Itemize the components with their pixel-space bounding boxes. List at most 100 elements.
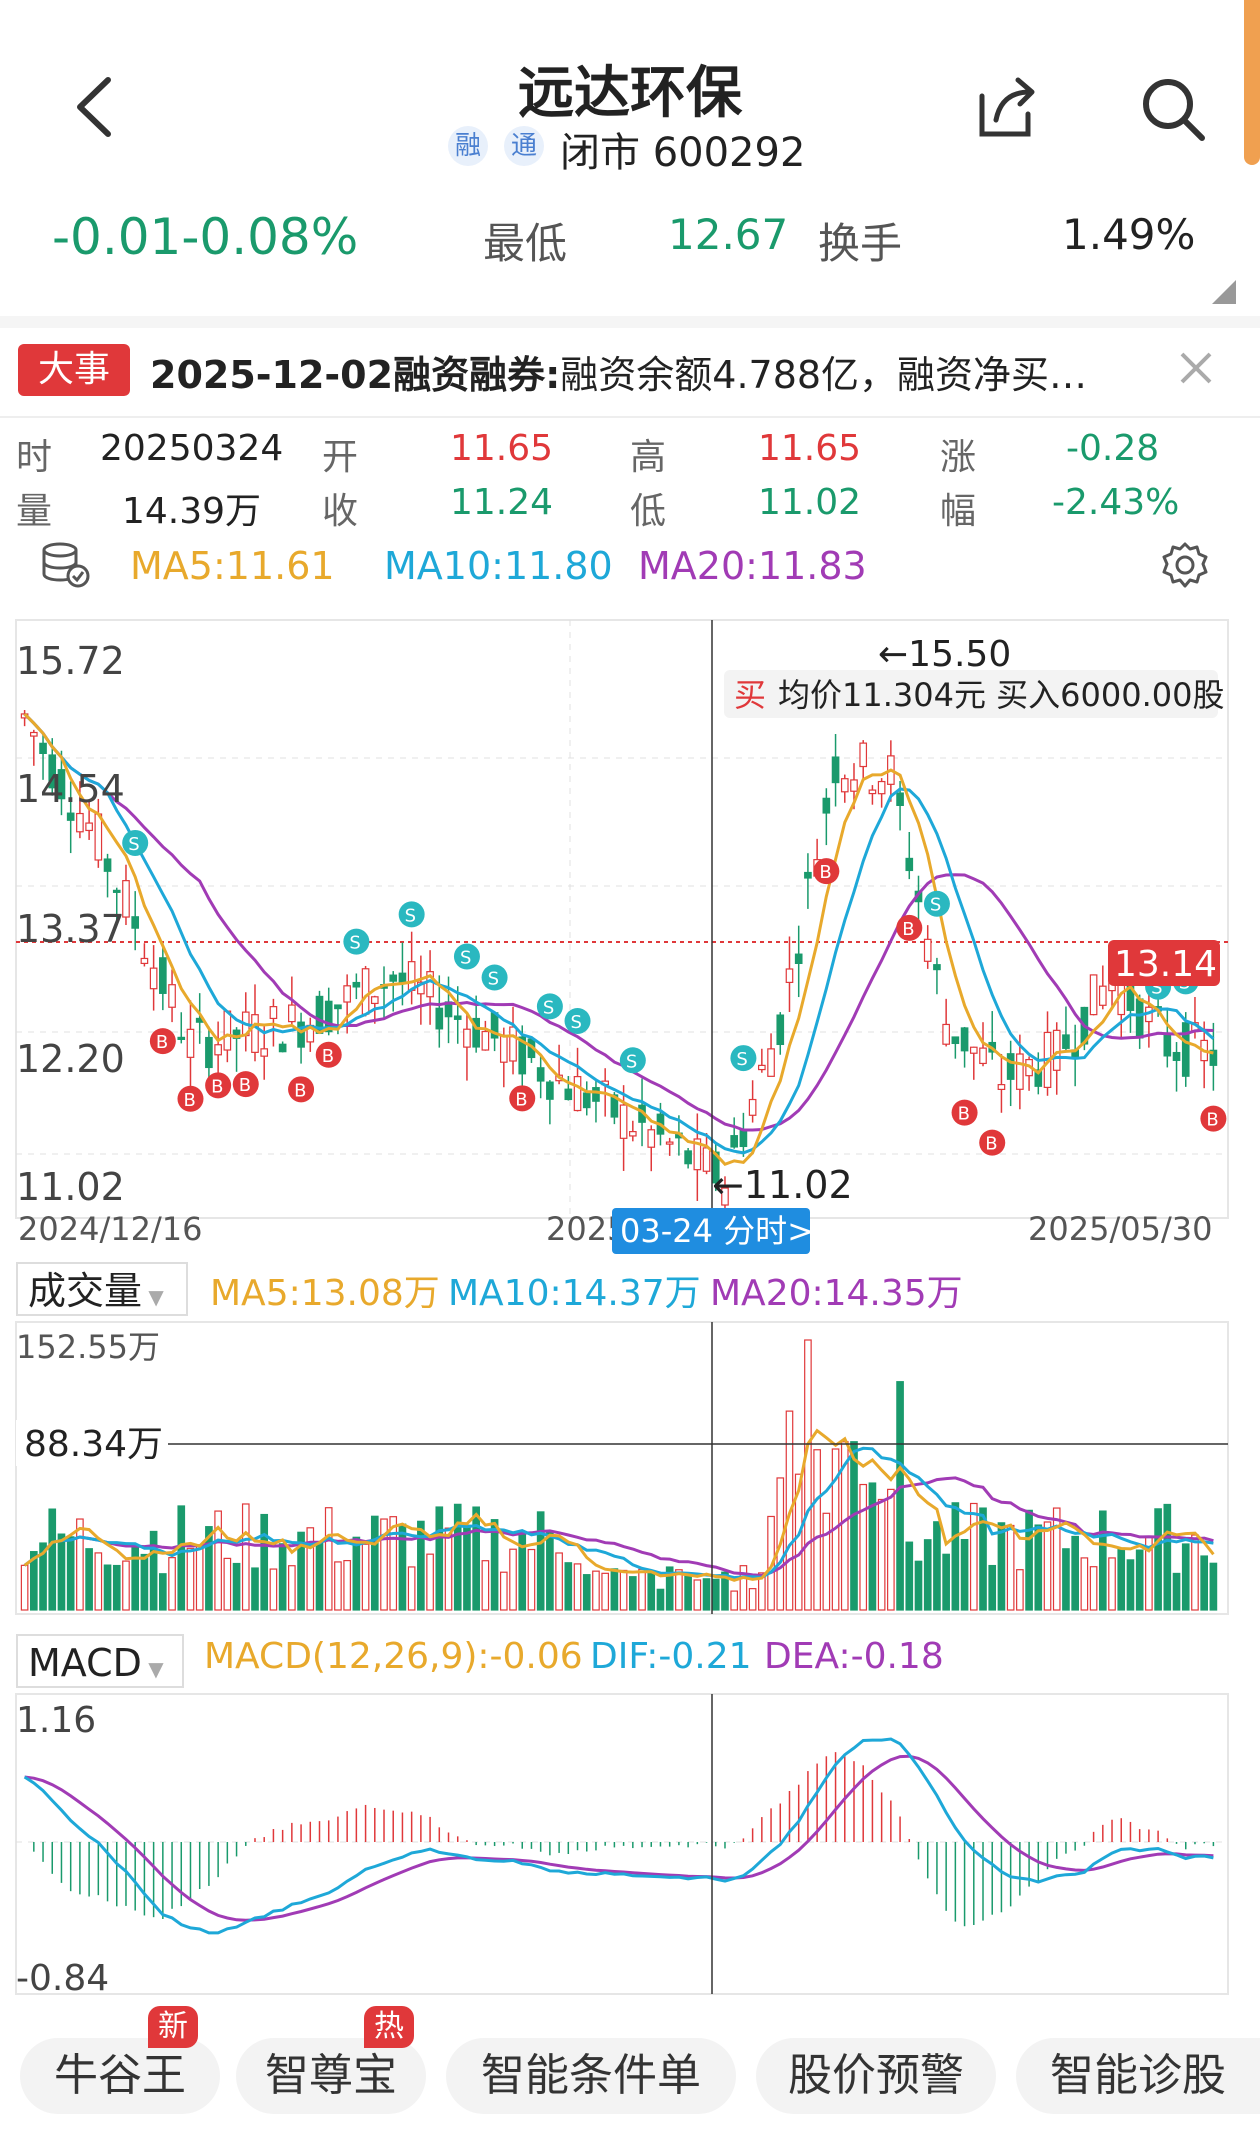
candle-body (905, 857, 914, 872)
candle-body (730, 1135, 739, 1148)
trade-tooltip-text: 均价11.304元 买入6000.00股 (778, 676, 1224, 714)
macd-bottom-label: -0.84 (16, 1958, 109, 1999)
sell-signal (453, 943, 480, 970)
price-tag (1108, 940, 1220, 986)
volume-bar (453, 1503, 462, 1611)
open-label: 开 (322, 437, 359, 478)
kline-chart[interactable]: SBBBBBBSSSSBSSSSBBSBBSSB 15.72 14.54 13.… (0, 610, 1260, 1260)
info-row-2: 量 14.39万 收 11.24 低 11.02 幅 -2.43% (0, 482, 1260, 532)
candle-body (48, 754, 57, 789)
sell-signal-label: S (736, 1049, 747, 1070)
volume-bar (877, 1498, 886, 1611)
candle-body (840, 778, 849, 793)
vol-ma5: MA5:13.08万 (210, 1273, 440, 1314)
volume-bar (979, 1507, 987, 1611)
volume-bar (684, 1574, 692, 1611)
volume-bar (1163, 1503, 1172, 1611)
price-alert-button[interactable]: 股价预警 (756, 2038, 996, 2114)
high-label: 高 (630, 437, 667, 478)
volume-chart[interactable]: 152.55万 88.34万 (0, 1320, 1260, 1620)
volume-bar (232, 1562, 241, 1611)
niuguwang-button[interactable]: 牛谷王 (20, 2038, 220, 2114)
news-text[interactable]: 2025-12-02融资融券:融资余额4.788亿，融资净买… (150, 344, 1180, 399)
candle-body (804, 871, 812, 879)
database-icon[interactable] (40, 540, 90, 590)
volume-bar (444, 1527, 453, 1611)
scrollbar[interactable] (1244, 0, 1260, 165)
volume-bar (693, 1579, 702, 1611)
candle-body (463, 1028, 471, 1048)
candle-body (997, 1084, 1006, 1091)
sell-signal (398, 901, 425, 928)
candle-body (546, 1081, 554, 1100)
volume-bar (481, 1560, 490, 1611)
volume-bar (48, 1508, 57, 1611)
buy-signal (315, 1041, 342, 1068)
info-row-1: 时 20250324 开 11.65 高 11.65 涨 -0.28 (0, 428, 1260, 478)
candle-body (785, 968, 794, 984)
close-value: 11.24 (450, 482, 554, 523)
macd-selector[interactable]: MACD ▼ (16, 1634, 184, 1688)
volume-selector[interactable]: 成交量 ▼ (16, 1262, 188, 1316)
volume-bar (536, 1511, 545, 1611)
candle-body (582, 1092, 591, 1109)
expand-corner-icon[interactable] (1212, 280, 1236, 304)
dea-line (24, 1754, 1214, 1922)
share-icon[interactable] (972, 74, 1042, 144)
candle-body (767, 1048, 775, 1077)
candle-body (205, 1036, 213, 1069)
candle-body (933, 964, 941, 971)
volume-bar (850, 1441, 858, 1611)
smart-diagnosis-button[interactable]: 智能诊股 (1016, 2038, 1260, 2114)
ma10-line (23, 712, 1215, 1155)
volume-bar (490, 1519, 499, 1611)
candle-body (822, 797, 831, 814)
market-status: 闭市 600292 (560, 130, 806, 176)
volume-bar (39, 1542, 47, 1611)
sell-signal (481, 964, 508, 991)
volume-bar (251, 1567, 259, 1611)
settings-gear-icon[interactable] (1160, 540, 1210, 590)
condition-order-button[interactable]: 智能条件单 (446, 2038, 736, 2114)
volume-bar (223, 1557, 232, 1611)
y-label-1: 15.72 (16, 639, 125, 683)
candle-body (159, 957, 167, 994)
candle-body (297, 1021, 305, 1048)
candle-body (665, 1141, 674, 1145)
macd-chart[interactable]: 1.16 -0.84 (0, 1692, 1260, 2010)
volume-cross-label-bg (16, 1420, 168, 1466)
volume-bar (417, 1520, 425, 1611)
candle-body (628, 1131, 637, 1137)
candle-body (942, 1023, 950, 1045)
buy-signal-label: B (211, 1076, 223, 1097)
candle-body (536, 1067, 545, 1082)
volume-bar (1089, 1566, 1098, 1611)
zhizunbao-button[interactable]: 智尊宝 (236, 2038, 426, 2114)
sell-signal (923, 890, 950, 917)
volume-bar (186, 1547, 195, 1611)
buy-signal-label: B (902, 919, 914, 940)
low-value-2: 11.02 (758, 482, 862, 523)
candle-body (868, 789, 877, 795)
y-label-4: 12.20 (16, 1037, 125, 1081)
volume-bar (241, 1503, 250, 1611)
close-icon[interactable] (1178, 350, 1214, 386)
candle-body (923, 938, 932, 962)
sell-signal (619, 1047, 646, 1074)
volume-bar (665, 1566, 674, 1611)
candle-body (426, 971, 434, 998)
candle-body (693, 1138, 702, 1171)
condition-order-label: 智能条件单 (481, 2050, 701, 2101)
crosshair-date-button[interactable] (612, 1208, 810, 1254)
vol-ma10: MA10:14.37万 (448, 1273, 701, 1314)
volume-bar (1117, 1548, 1126, 1611)
candle-body (619, 1104, 628, 1139)
back-icon[interactable] (70, 72, 120, 142)
sell-signal-label: S (128, 834, 139, 855)
volume-bar (647, 1572, 656, 1611)
search-icon[interactable] (1138, 74, 1208, 144)
badge-rong: 融 (448, 126, 488, 166)
volume-bar (334, 1561, 342, 1611)
volume-bar (546, 1532, 554, 1611)
volume-bar (29, 1551, 38, 1611)
